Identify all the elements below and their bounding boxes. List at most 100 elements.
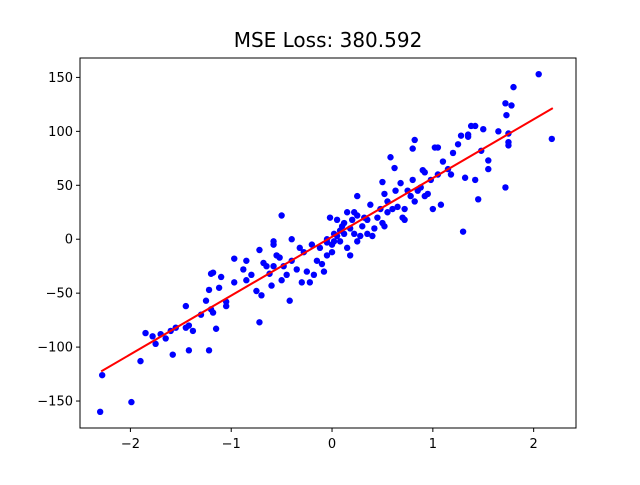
data-point: [461, 174, 469, 181]
data-point: [263, 262, 270, 270]
data-point: [359, 223, 366, 230]
data-point: [485, 157, 492, 164]
data-point: [364, 230, 371, 238]
data-point: [449, 149, 457, 157]
data-point: [243, 257, 250, 264]
data-point: [98, 371, 106, 379]
data-point: [389, 205, 396, 213]
x-tick-label: −2: [121, 437, 140, 452]
data-point: [407, 192, 414, 200]
data-point: [169, 351, 176, 358]
data-point: [149, 333, 156, 340]
data-point: [401, 216, 408, 224]
data-point: [424, 190, 432, 198]
data-point: [288, 236, 295, 243]
data-point: [205, 286, 213, 294]
data-point: [459, 228, 467, 235]
data-point: [401, 205, 408, 213]
data-point: [343, 244, 351, 252]
data-point: [351, 230, 358, 238]
data-point: [318, 260, 326, 268]
data-point: [374, 214, 381, 221]
data-point: [387, 154, 394, 161]
fit-line: [100, 107, 554, 373]
data-point: [340, 230, 348, 238]
plot-frame: [79, 57, 577, 429]
data-point: [457, 132, 465, 139]
data-point: [128, 398, 135, 406]
data-point: [142, 329, 149, 337]
data-point: [152, 340, 159, 348]
x-axis: −2 −1 0 1 2: [121, 428, 538, 452]
data-point: [367, 201, 374, 208]
x-tick-label: −1: [222, 437, 241, 452]
data-point: [270, 262, 277, 270]
data-point: [381, 190, 388, 198]
data-point: [185, 347, 193, 354]
data-point: [316, 244, 324, 252]
data-point: [276, 254, 283, 261]
y-tick-label: 0: [65, 233, 73, 248]
data-point: [535, 70, 542, 78]
data-point: [439, 158, 447, 165]
data-point: [340, 219, 348, 227]
data-point: [464, 133, 472, 140]
data-point: [369, 232, 376, 240]
data-point: [212, 325, 220, 332]
data-point: [310, 271, 318, 279]
data-point: [333, 216, 341, 224]
data-point: [253, 287, 260, 295]
chart-title: MSE Loss: 380.592: [233, 28, 423, 52]
data-point: [222, 302, 230, 310]
data-point: [268, 282, 275, 289]
data-point: [320, 268, 328, 275]
data-point: [409, 145, 416, 152]
data-point: [508, 102, 515, 109]
data-point: [392, 187, 399, 194]
data-point: [409, 176, 416, 184]
data-point: [437, 201, 445, 208]
data-point: [283, 271, 290, 279]
data-point: [371, 225, 378, 232]
data-point: [354, 238, 361, 245]
data-point: [202, 297, 210, 304]
data-point: [336, 238, 344, 245]
data-point: [394, 203, 401, 211]
points-layer: [96, 70, 556, 416]
data-point: [296, 244, 303, 252]
fit-line-layer: [100, 107, 554, 373]
y-tick-label: −100: [37, 341, 73, 356]
data-point: [503, 111, 510, 119]
data-point: [189, 327, 197, 335]
data-point: [308, 241, 316, 248]
data-point: [328, 248, 336, 256]
data-point: [384, 209, 391, 216]
data-point: [411, 136, 418, 144]
data-point: [137, 357, 144, 365]
data-point: [343, 209, 351, 216]
data-point: [258, 292, 265, 299]
data-point: [240, 266, 247, 273]
data-point: [326, 214, 334, 221]
data-point: [215, 284, 223, 291]
data-point: [306, 279, 314, 286]
data-point: [348, 216, 356, 224]
data-point: [298, 279, 305, 286]
data-point: [495, 128, 502, 135]
data-point: [475, 196, 482, 203]
y-tick-label: 100: [48, 125, 73, 140]
y-tick-label: −150: [37, 395, 73, 410]
data-point: [429, 205, 437, 213]
data-point: [397, 179, 404, 187]
data-point: [330, 238, 338, 245]
data-point: [286, 297, 293, 304]
data-point: [293, 266, 300, 273]
data-point: [485, 165, 492, 173]
y-tick-label: 50: [56, 179, 73, 194]
y-axis: −150 −100 −50 0 50 100 150: [37, 71, 80, 410]
data-point: [354, 212, 361, 219]
data-point: [434, 144, 442, 151]
data-point: [502, 184, 509, 191]
x-tick-label: 1: [429, 437, 437, 452]
